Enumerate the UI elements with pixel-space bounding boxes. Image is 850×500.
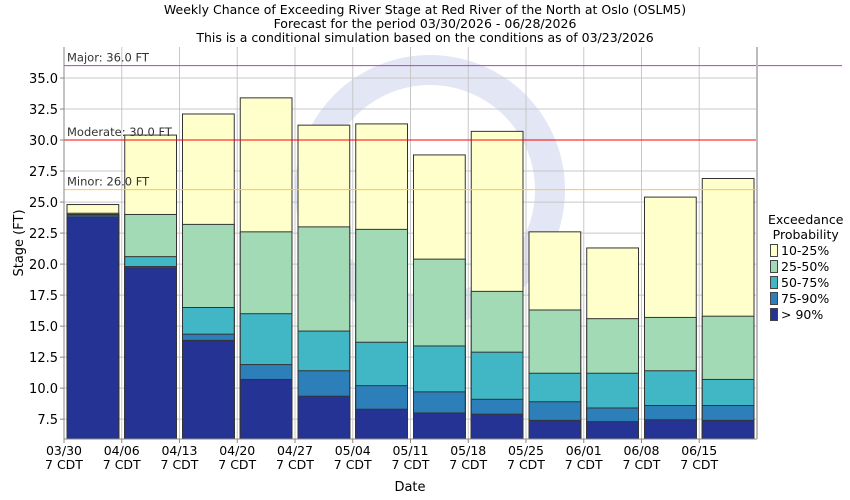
x-tick-label: 06/15 bbox=[681, 443, 717, 458]
x-tick-sublabel: 7 CDT bbox=[623, 457, 661, 472]
x-tick-sublabel: 7 CDT bbox=[449, 457, 487, 472]
legend-label: 25-50% bbox=[781, 258, 830, 274]
legend-item: > 90% bbox=[770, 306, 843, 322]
y-tick-label: 35.0 bbox=[29, 72, 58, 87]
threshold-label: Minor: 26.0 FT bbox=[67, 175, 150, 189]
bar-90 bbox=[701, 419, 755, 440]
bar-90 bbox=[182, 339, 235, 440]
x-tick-label: 05/18 bbox=[450, 443, 486, 458]
legend-label: 50-75% bbox=[781, 274, 830, 290]
legend-item: 25-50% bbox=[770, 258, 843, 274]
legend: Exceedance Probability 10-25% 25-50% 50-75… bbox=[768, 212, 843, 322]
x-tick-sublabel: 7 CDT bbox=[276, 457, 314, 472]
y-tick-label: 22.5 bbox=[29, 227, 58, 242]
x-tick-label: 05/04 bbox=[335, 443, 371, 458]
threshold-label: Moderate: 30.0 FT bbox=[67, 125, 173, 139]
x-tick-label: 05/11 bbox=[392, 443, 428, 458]
x-tick-sublabel: 7 CDT bbox=[392, 457, 430, 472]
bar-90 bbox=[297, 395, 351, 440]
x-tick-label: 06/08 bbox=[623, 443, 659, 458]
legend-title-1: Exceedance bbox=[768, 212, 844, 227]
bar-90 bbox=[470, 413, 524, 440]
x-tick-sublabel: 7 CDT bbox=[334, 457, 372, 472]
x-tick-sublabel: 7 CDT bbox=[161, 457, 199, 472]
bar-90 bbox=[586, 421, 639, 440]
y-tick-label: 30.0 bbox=[29, 134, 58, 149]
x-tick-label: 04/13 bbox=[161, 443, 197, 458]
x-tick-label: 06/01 bbox=[566, 443, 602, 458]
bar-90 bbox=[239, 378, 293, 440]
x-tick-label: 05/25 bbox=[508, 443, 544, 458]
x-tick-sublabel: 7 CDT bbox=[45, 457, 83, 472]
bar-90 bbox=[124, 267, 177, 440]
y-tick-label: 17.5 bbox=[29, 289, 58, 304]
bar-90 bbox=[355, 408, 408, 440]
y-tick-label: 25.0 bbox=[29, 196, 58, 211]
x-tick-label: 04/27 bbox=[277, 443, 313, 458]
legend-swatch bbox=[770, 307, 778, 321]
x-tick-sublabel: 7 CDT bbox=[218, 457, 256, 472]
x-axis-label: Date bbox=[394, 480, 425, 495]
x-tick-label: 04/20 bbox=[219, 443, 255, 458]
y-tick-label: 10.0 bbox=[29, 382, 58, 397]
y-axis-label: Stage (FT) bbox=[12, 209, 27, 276]
bar-90 bbox=[66, 216, 120, 440]
x-tick-sublabel: 7 CDT bbox=[680, 457, 718, 472]
legend-item: 75-90% bbox=[770, 290, 843, 306]
x-tick-sublabel: 7 CDT bbox=[565, 457, 603, 472]
chart-title-line-3: This is a conditional simulation based o… bbox=[196, 30, 654, 45]
x-tick-sublabel: 7 CDT bbox=[103, 457, 141, 472]
bar-90 bbox=[644, 419, 697, 440]
legend-label: 75-90% bbox=[781, 290, 830, 306]
chart-title-line-2: Forecast for the period 03/30/2026 - 06/… bbox=[273, 16, 577, 31]
legend-swatch bbox=[770, 291, 778, 305]
legend-label: > 90% bbox=[781, 306, 824, 322]
x-tick-sublabel: 7 CDT bbox=[507, 457, 545, 472]
x-tick-label: 03/30 bbox=[46, 443, 82, 458]
legend-label: 10-25% bbox=[781, 242, 830, 258]
y-tick-label: 20.0 bbox=[29, 258, 58, 273]
legend-swatch bbox=[770, 275, 778, 289]
legend-swatch bbox=[770, 243, 778, 257]
y-tick-label: 7.5 bbox=[37, 413, 58, 428]
bar-90 bbox=[528, 419, 582, 440]
x-tick-label: 04/06 bbox=[104, 443, 140, 458]
legend-item: 50-75% bbox=[770, 274, 843, 290]
chart-title-line-1: Weekly Chance of Exceeding River Stage a… bbox=[163, 2, 687, 17]
y-tick-label: 27.5 bbox=[29, 165, 58, 180]
bar-90 bbox=[413, 412, 466, 440]
legend-title-2: Probability bbox=[772, 227, 839, 242]
y-tick-label: 12.5 bbox=[29, 351, 58, 366]
legend-item: 10-25% bbox=[770, 242, 843, 258]
y-tick-label: 15.0 bbox=[29, 320, 58, 335]
legend-swatch bbox=[770, 259, 778, 273]
y-tick-label: 32.5 bbox=[29, 103, 58, 118]
threshold-label: Major: 36.0 FT bbox=[67, 51, 150, 65]
